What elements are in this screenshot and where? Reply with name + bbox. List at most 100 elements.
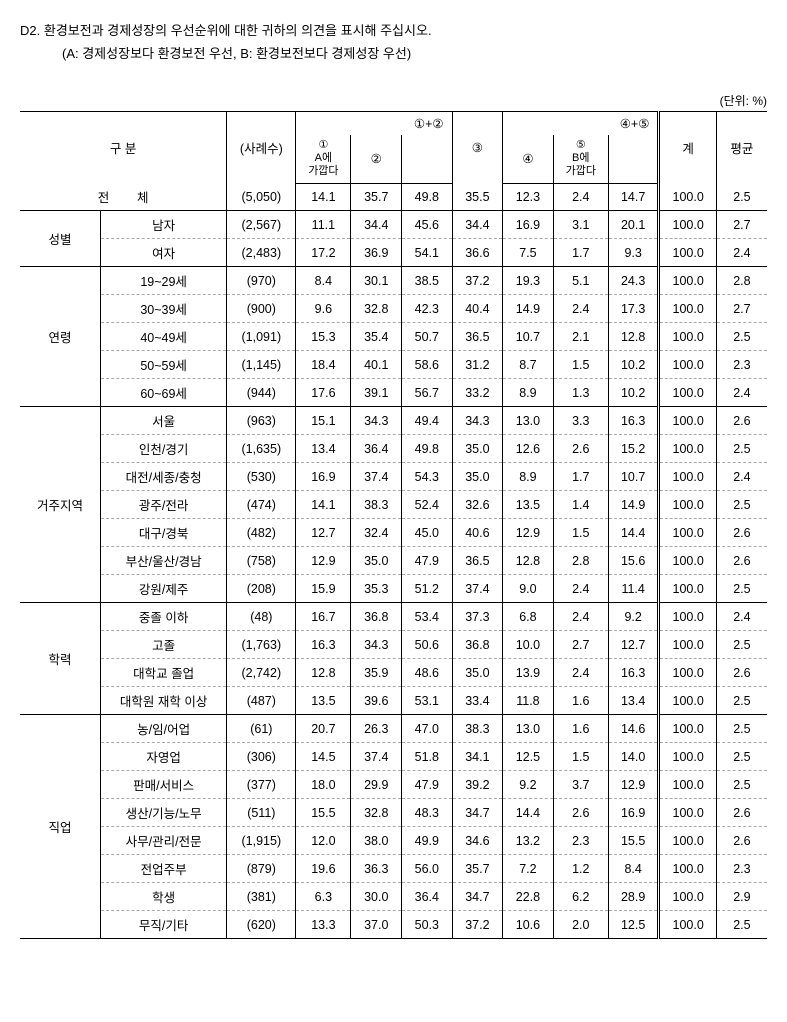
hdr-total: 계: [659, 112, 716, 184]
cell-value: 100.0: [659, 799, 716, 827]
cell-value: 13.3: [296, 911, 351, 939]
hdr-c2: ②: [351, 135, 402, 183]
cell-value: 20.1: [608, 211, 659, 239]
table-row: 여자(2,483)17.236.954.136.67.51.79.3100.02…: [20, 239, 767, 267]
cell-value: 17.6: [296, 379, 351, 407]
cell-value: 15.9: [296, 575, 351, 603]
cell-value: 14.6: [608, 715, 659, 743]
table-body: 전 체(5,050)14.135.749.835.512.32.414.7100…: [20, 183, 767, 939]
cell-value: 5.1: [553, 267, 608, 295]
cell-value: 10.0: [503, 631, 554, 659]
row-label: 강원/제주: [100, 575, 226, 603]
cell-value: 36.6: [452, 239, 503, 267]
cell-value: 12.5: [503, 743, 554, 771]
row-label: 대전/세종/충청: [100, 463, 226, 491]
row-label: 자영업: [100, 743, 226, 771]
table-row: 대학원 재학 이상(487)13.539.653.133.411.81.613.…: [20, 687, 767, 715]
cell-value: 14.4: [608, 519, 659, 547]
row-label: 중졸 이하: [100, 603, 226, 631]
hdr-c1: ① A에 가깝다: [296, 135, 351, 183]
cell-value: 56.7: [402, 379, 453, 407]
cell-value: 34.3: [452, 407, 503, 435]
row-label: 서울: [100, 407, 226, 435]
table-row: 판매/서비스(377)18.029.947.939.29.23.712.9100…: [20, 771, 767, 799]
row-label: 고졸: [100, 631, 226, 659]
row-label: 대학원 재학 이상: [100, 687, 226, 715]
cell-value: 32.8: [351, 799, 402, 827]
cell-value: 2.4: [716, 603, 767, 631]
cell-value: 49.8: [402, 183, 453, 211]
group-label: 성별: [20, 211, 100, 267]
hdr-g12-blank: [402, 135, 453, 183]
cell-value: 39.6: [351, 687, 402, 715]
cell-value: 1.5: [553, 351, 608, 379]
cell-value: 13.0: [503, 715, 554, 743]
cell-value: 40.4: [452, 295, 503, 323]
cell-value: 100.0: [659, 575, 716, 603]
row-label: 부산/울산/경남: [100, 547, 226, 575]
cell-value: 14.9: [608, 491, 659, 519]
cell-value: 6.3: [296, 883, 351, 911]
cell-value: 34.3: [351, 407, 402, 435]
cell-value: 2.4: [553, 575, 608, 603]
hdr-c3: ③: [452, 112, 503, 184]
cell-value: 2.4: [716, 239, 767, 267]
cell-value: 35.7: [351, 183, 402, 211]
table-row: 사무/관리/전문(1,915)12.038.049.934.613.22.315…: [20, 827, 767, 855]
cell-value: 2.8: [716, 267, 767, 295]
cell-value: 8.9: [503, 379, 554, 407]
cell-value: 8.9: [503, 463, 554, 491]
cell-value: 100.0: [659, 631, 716, 659]
cell-value: 100.0: [659, 295, 716, 323]
cell-value: 100.0: [659, 743, 716, 771]
table-row: 직업농/임/어업(61)20.726.347.038.313.01.614.61…: [20, 715, 767, 743]
cell-value: 37.4: [452, 575, 503, 603]
cell-value: 49.8: [402, 435, 453, 463]
cell-value: 14.1: [296, 491, 351, 519]
cell-value: 2.9: [716, 883, 767, 911]
cell-value: 13.2: [503, 827, 554, 855]
hdr-g12: ①+②: [296, 112, 452, 136]
cell-value: 6.2: [553, 883, 608, 911]
cell-value: 47.0: [402, 715, 453, 743]
cell-value: 53.4: [402, 603, 453, 631]
cell-value: 12.7: [608, 631, 659, 659]
row-label: 판매/서비스: [100, 771, 226, 799]
cell-value: 24.3: [608, 267, 659, 295]
hdr-c5: ⑤ B에 가깝다: [553, 135, 608, 183]
cell-value: 100.0: [659, 267, 716, 295]
cell-value: 2.6: [716, 799, 767, 827]
table-row: 학력중졸 이하(48)16.736.853.437.36.82.49.2100.…: [20, 603, 767, 631]
cell-value: 48.6: [402, 659, 453, 687]
cell-value: 100.0: [659, 827, 716, 855]
cell-value: 12.3: [503, 183, 554, 211]
row-label: 대구/경북: [100, 519, 226, 547]
cell-value: 49.9: [402, 827, 453, 855]
cell-value: 18.0: [296, 771, 351, 799]
table-row: 전 체(5,050)14.135.749.835.512.32.414.7100…: [20, 183, 767, 211]
row-label: 무직/기타: [100, 911, 226, 939]
cell-value: 50.6: [402, 631, 453, 659]
cell-value: 9.2: [608, 603, 659, 631]
cell-value: 36.4: [351, 435, 402, 463]
cell-value: 8.7: [503, 351, 554, 379]
cell-value: 100.0: [659, 771, 716, 799]
cell-n: (48): [227, 603, 296, 631]
cell-value: 34.7: [452, 883, 503, 911]
cell-value: 1.5: [553, 743, 608, 771]
cell-n: (306): [227, 743, 296, 771]
cell-value: 13.5: [503, 491, 554, 519]
cell-n: (482): [227, 519, 296, 547]
cell-value: 32.8: [351, 295, 402, 323]
cell-value: 2.1: [553, 323, 608, 351]
cell-value: 37.2: [452, 911, 503, 939]
cell-value: 9.6: [296, 295, 351, 323]
cell-value: 34.6: [452, 827, 503, 855]
cell-value: 13.5: [296, 687, 351, 715]
cell-value: 12.8: [296, 659, 351, 687]
cell-value: 36.5: [452, 547, 503, 575]
cell-value: 2.5: [716, 183, 767, 211]
cell-value: 7.2: [503, 855, 554, 883]
cell-value: 2.6: [716, 827, 767, 855]
data-table: 구 분 (사례수) ①+② ③ ④+⑤ 계 평균 ① A에 가깝다 ② ④ ⑤ …: [20, 111, 767, 939]
